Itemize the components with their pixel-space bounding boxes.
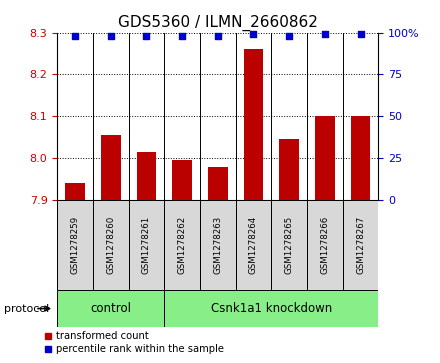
Text: GSM1278264: GSM1278264 <box>249 216 258 274</box>
Title: GDS5360 / ILMN_2660862: GDS5360 / ILMN_2660862 <box>118 15 318 31</box>
Bar <box>351 116 370 200</box>
Bar <box>236 200 271 290</box>
Bar <box>315 116 335 200</box>
Point <box>286 33 293 39</box>
Point <box>357 32 364 37</box>
Text: Csnk1a1 knockdown: Csnk1a1 knockdown <box>211 302 332 315</box>
Bar <box>101 135 121 200</box>
Bar <box>164 290 378 327</box>
Bar <box>128 200 164 290</box>
Bar <box>244 49 263 200</box>
Text: GSM1278260: GSM1278260 <box>106 216 115 274</box>
Point <box>107 33 114 39</box>
Legend: transformed count, percentile rank within the sample: transformed count, percentile rank withi… <box>40 327 228 358</box>
Bar <box>172 160 192 200</box>
Text: control: control <box>90 302 131 315</box>
Bar <box>57 200 93 290</box>
Bar <box>271 200 307 290</box>
Bar <box>200 200 236 290</box>
Text: GSM1278265: GSM1278265 <box>285 216 293 274</box>
Point <box>214 33 221 39</box>
Text: GSM1278266: GSM1278266 <box>320 216 330 274</box>
Bar <box>307 200 343 290</box>
Bar <box>343 200 378 290</box>
Bar <box>279 139 299 200</box>
Bar <box>208 167 227 200</box>
Point <box>72 33 79 39</box>
Point <box>179 33 186 39</box>
Bar <box>136 152 156 200</box>
Bar <box>65 183 85 200</box>
Text: GSM1278261: GSM1278261 <box>142 216 151 274</box>
Text: GSM1278259: GSM1278259 <box>70 216 80 274</box>
Bar <box>57 290 164 327</box>
Bar <box>93 200 128 290</box>
Text: GSM1278267: GSM1278267 <box>356 216 365 274</box>
Text: GSM1278263: GSM1278263 <box>213 216 222 274</box>
Point <box>250 32 257 37</box>
Bar <box>164 200 200 290</box>
Point <box>321 32 328 37</box>
Text: protocol: protocol <box>4 303 50 314</box>
Point <box>143 33 150 39</box>
Text: GSM1278262: GSM1278262 <box>178 216 187 274</box>
